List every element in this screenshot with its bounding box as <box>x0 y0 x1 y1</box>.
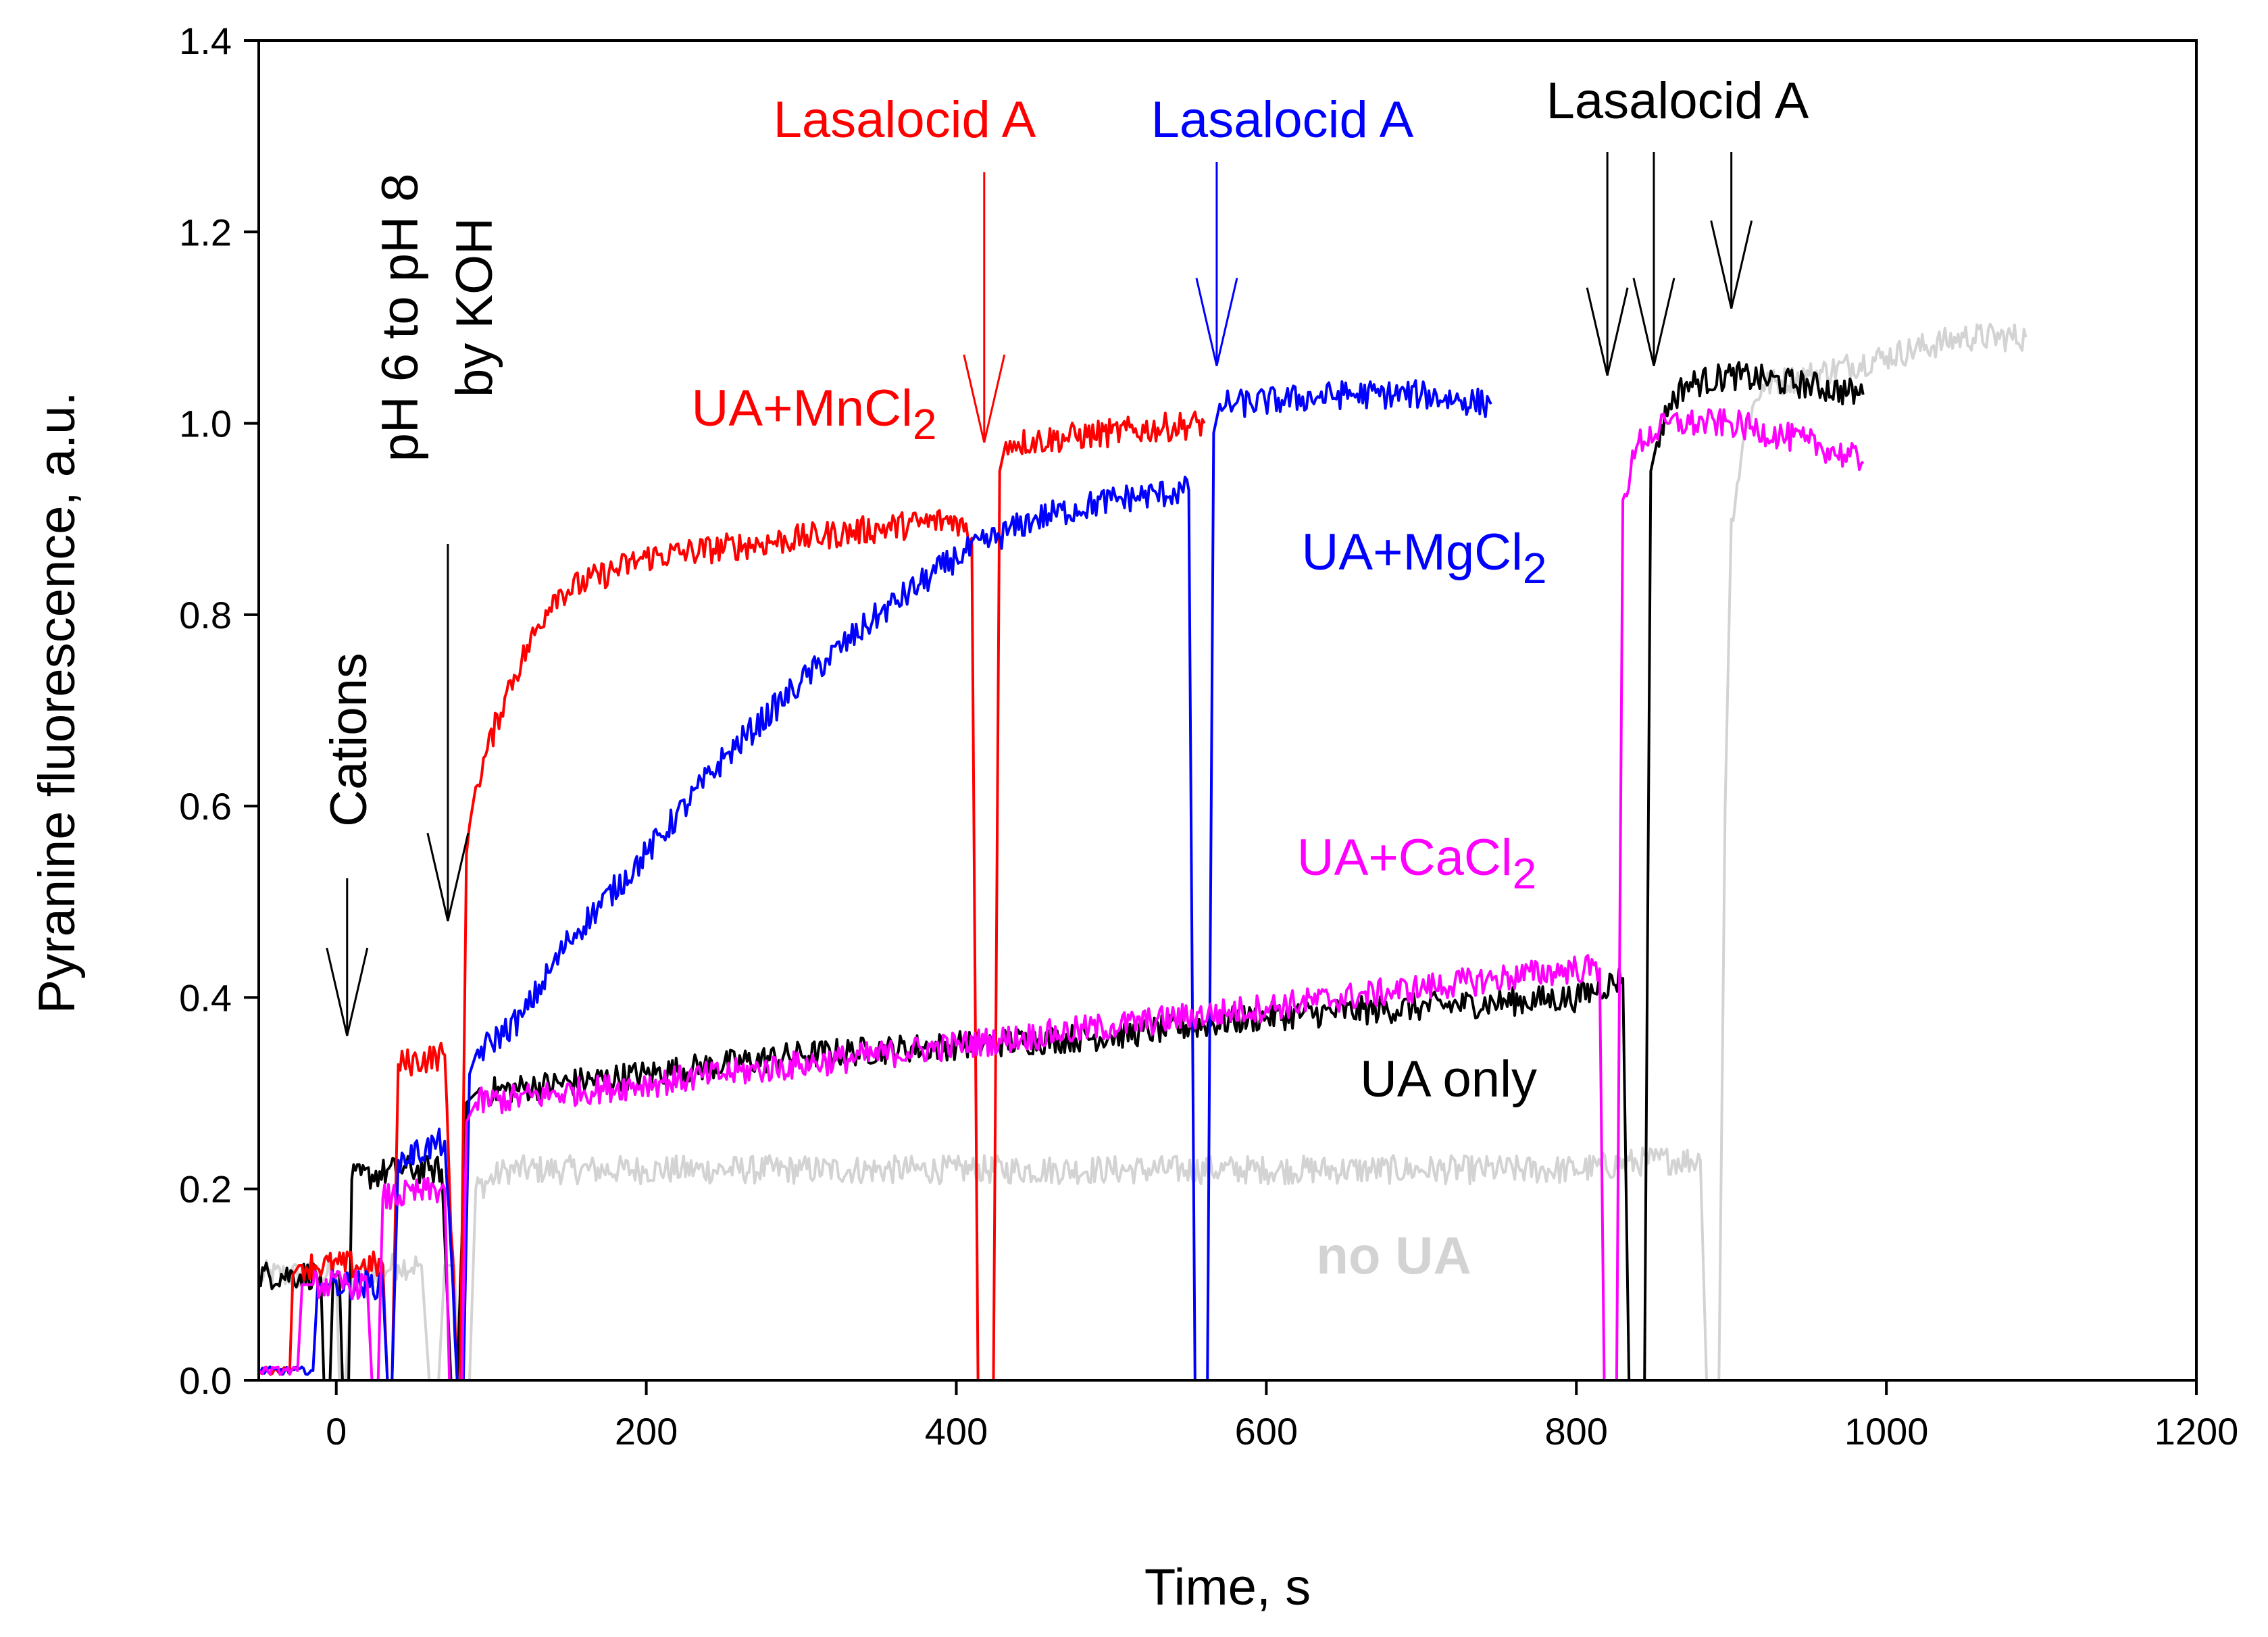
annotation-ua-cacl2-base: UA+CaCl <box>1297 829 1513 886</box>
arrow-lasalocid-blue-head <box>1195 278 1238 366</box>
series-line-no-ua <box>257 322 2027 1382</box>
annotation-ua-cacl2: UA+CaCl2 <box>1297 829 1536 898</box>
annotation-no-ua: no UA <box>1316 1226 1471 1285</box>
annotation-cations: Cations <box>320 653 378 827</box>
y-axis-title: Pyranine fluorescence, a.u. <box>28 392 86 1014</box>
y-tick-label: 1.0 <box>179 403 232 445</box>
annotation-ua-mgcl2: UA+MgCl2 <box>1302 524 1547 593</box>
x-tick-label: 600 <box>1235 1410 1298 1453</box>
ticks-layer: 0 200 400 600 800 1000 1200 0.0 0.2 0.4 0.6 0.8 1.0 1… <box>179 20 2238 1453</box>
axes-layer <box>257 39 2198 1382</box>
arrow-lasalocid-black-2-head <box>1632 278 1675 366</box>
annotation-ua-cacl2-sub: 2 <box>1513 849 1537 898</box>
y-tick-label: 0.8 <box>179 594 232 636</box>
arrow-lasalocid-black-1-head <box>1586 287 1629 376</box>
annotation-ua-mncl2-sub: 2 <box>913 400 937 449</box>
series-layer <box>257 322 2027 1382</box>
annotation-lasalocid-red: Lasalocid A <box>774 91 1036 149</box>
x-axis-title: Time, s <box>1144 1559 1311 1616</box>
arrows-layer <box>326 152 1753 1036</box>
series-line-ua-only <box>257 361 1865 1382</box>
annotation-ua-mncl2: UA+MnCl2 <box>692 380 937 449</box>
annotation-ua-only: UA only <box>1360 1051 1537 1108</box>
series-line-ua-mgcl2 <box>258 379 1492 1382</box>
x-tick-label: 1200 <box>2154 1410 2239 1453</box>
annotation-ph-line1: pH 6 to pH 8 <box>372 174 429 462</box>
annotation-ua-mncl2-base: UA+MnCl <box>692 380 913 437</box>
series-line-ua-cacl2 <box>257 408 1865 1382</box>
x-tick-label: 200 <box>615 1410 678 1453</box>
y-tick-label: 1.2 <box>179 211 232 253</box>
y-tick-label: 0.2 <box>179 1168 232 1211</box>
arrow-cations-head <box>326 947 369 1036</box>
annotations-layer: Cations pH 6 to pH 8 by KOH Lasalocid A … <box>320 72 1809 1285</box>
annotation-lasalocid-black: Lasalocid A <box>1546 72 1809 130</box>
x-tick-label: 400 <box>925 1410 988 1453</box>
y-tick-label: 0.4 <box>179 976 232 1019</box>
y-tick-label: 0.0 <box>179 1359 232 1402</box>
arrow-ph-head <box>426 832 470 922</box>
arrow-lasalocid-black-3-head <box>1710 220 1753 309</box>
x-tick-label: 800 <box>1545 1410 1608 1453</box>
arrow-lasalocid-red-head <box>963 354 1006 443</box>
series-line-ua-mncl2 <box>257 410 1206 1382</box>
annotation-lasalocid-blue: Lasalocid A <box>1151 91 1414 149</box>
annotation-ua-mgcl2-base: UA+MgCl <box>1302 524 1523 581</box>
x-tick-label: 1000 <box>1844 1410 1929 1453</box>
annotation-ph-line2: by KOH <box>446 218 503 397</box>
annotation-ua-mgcl2-sub: 2 <box>1523 544 1547 593</box>
x-tick-label: 0 <box>326 1410 347 1453</box>
y-tick-label: 1.4 <box>179 20 232 62</box>
plot-frame <box>257 39 2198 1382</box>
y-tick-label: 0.6 <box>179 785 232 828</box>
